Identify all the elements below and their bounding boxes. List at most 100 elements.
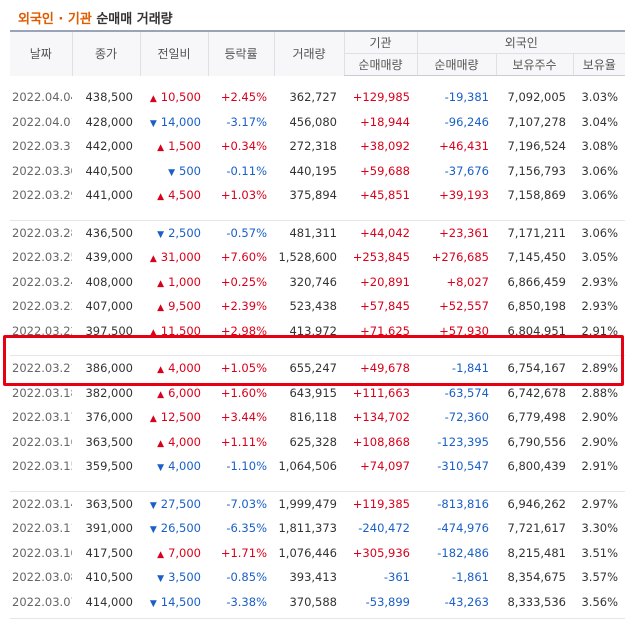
cell-volume: 655,247 xyxy=(289,361,337,376)
cell-rate: +0.34% xyxy=(220,139,267,154)
cell-date: 2022.03.10 xyxy=(12,545,72,560)
cell-close: 438,500 xyxy=(85,90,133,105)
down-arrow-icon: ▼ xyxy=(149,500,157,511)
change-value: 10,500 xyxy=(160,90,201,105)
change-value: 11,500 xyxy=(160,323,201,338)
cell-rate: +3.44% xyxy=(220,410,267,425)
cell-institution-net: +119,385 xyxy=(352,496,410,511)
title-foreign-institution: 외국인 · 기관 xyxy=(18,12,92,27)
cell-institution-net: +108,868 xyxy=(352,434,410,449)
table-row: 2022.03.23 407,000 ▲ 9,500 +2.39% 523,438 +57,… xyxy=(10,294,625,319)
change-value: 3,500 xyxy=(168,570,201,585)
cell-holding-rate: 2.93% xyxy=(581,274,619,289)
cell-change: ▼ 14,000 xyxy=(140,110,208,135)
cell-institution-net: +74,097 xyxy=(360,459,410,474)
cell-close: 441,000 xyxy=(85,188,133,203)
cell-foreign-net: +276,685 xyxy=(431,250,489,265)
change-value: 14,500 xyxy=(160,594,201,609)
cell-holding-rate: 2.88% xyxy=(581,385,619,400)
cell-holding-rate: 3.30% xyxy=(581,521,619,536)
cell-change: ▲ 1,500 xyxy=(140,134,208,159)
cell-foreign-net: -43,263 xyxy=(444,594,489,609)
header-change: 전일비 xyxy=(139,31,208,76)
header-volume: 거래량 xyxy=(273,31,344,76)
cell-date: 2022.03.17 xyxy=(12,410,72,425)
up-arrow-icon: ▲ xyxy=(157,192,165,203)
table-row: 2022.03.24 408,000 ▲ 1,000 +0.25% 320,746 +20,… xyxy=(10,270,625,295)
cell-volume: 375,894 xyxy=(289,188,337,203)
cell-change: ▼ 14,500 xyxy=(140,590,208,615)
cell-close: 376,000 xyxy=(85,410,133,425)
cell-date: 2022.03.21 xyxy=(12,361,72,376)
cell-close: 408,000 xyxy=(85,274,133,289)
cell-change: ▼ 27,500 xyxy=(140,491,208,516)
cell-close: 436,500 xyxy=(85,225,133,240)
cell-change: ▼ 26,500 xyxy=(140,516,208,541)
cell-institution-net: +253,845 xyxy=(352,250,410,265)
table-row: 2022.03.21 386,000 ▲ 4,000 +1.05% 655,247 +49,… xyxy=(10,356,625,381)
header-institution-group: 기관 xyxy=(343,31,417,54)
table-row: 2022.03.28 436,500 ▼ 2,500 -0.57% 481,311 +44,… xyxy=(10,220,625,245)
cell-rate: +1.60% xyxy=(220,385,267,400)
table-row: 2022.03.22 397,500 ▲ 11,500 +2.98% 413,972 +71… xyxy=(10,319,625,344)
cell-foreign-net: +46,431 xyxy=(439,139,489,154)
cell-change: ▲ 12,500 xyxy=(140,405,208,430)
cell-close: 410,500 xyxy=(85,570,133,585)
cell-change: ▼ 500 xyxy=(140,159,208,184)
table-row: 2022.03.11 391,000 ▼ 26,500 -6.35% 1,811,373 -… xyxy=(10,516,625,541)
down-arrow-icon: ▼ xyxy=(149,598,157,609)
group-separator xyxy=(10,343,626,356)
cell-volume: 362,727 xyxy=(289,90,337,105)
group-separator xyxy=(10,478,626,492)
cell-institution-net: -53,899 xyxy=(365,594,410,609)
cell-volume: 272,318 xyxy=(289,139,337,154)
cell-change: ▲ 4,000 xyxy=(140,356,208,381)
table-row: 2022.03.17 376,000 ▲ 12,500 +3.44% 816,118 +13… xyxy=(10,405,625,430)
cell-holding-rate: 3.03% xyxy=(581,90,619,105)
up-arrow-icon: ▲ xyxy=(149,94,157,105)
cell-institution-net: +45,851 xyxy=(360,188,410,203)
cell-rate: +2.39% xyxy=(220,299,267,314)
change-value: 14,000 xyxy=(160,114,201,129)
cell-date: 2022.03.14 xyxy=(12,496,72,511)
cell-close: 363,500 xyxy=(85,496,133,511)
cell-change: ▲ 9,500 xyxy=(140,294,208,319)
cell-volume: 413,972 xyxy=(289,323,337,338)
change-value: 2,500 xyxy=(168,225,201,240)
cell-date: 2022.03.11 xyxy=(12,521,72,536)
cell-volume: 1,064,506 xyxy=(278,459,337,474)
cell-institution-net: +134,702 xyxy=(352,410,410,425)
cell-holdings: 6,850,198 xyxy=(507,299,566,314)
change-value: 500 xyxy=(179,163,201,178)
header-close: 종가 xyxy=(71,31,140,76)
cell-close: 428,000 xyxy=(85,114,133,129)
cell-volume: 320,746 xyxy=(289,274,337,289)
change-value: 4,000 xyxy=(168,361,201,376)
cell-rate: -0.85% xyxy=(226,570,267,585)
table-row: 2022.03.18 382,000 ▲ 6,000 +1.60% 643,915 +111… xyxy=(10,381,625,406)
cell-foreign-net: -813,816 xyxy=(437,496,489,511)
header-institution-net: 순매매량 xyxy=(343,53,417,76)
cell-holdings: 8,215,481 xyxy=(507,545,566,560)
cell-change: ▲ 31,000 xyxy=(140,245,208,270)
cell-holdings: 6,946,262 xyxy=(507,496,566,511)
table-row: 2022.03.16 363,500 ▲ 4,000 +1.11% 625,328 +108… xyxy=(10,430,625,455)
cell-volume: 1,076,446 xyxy=(278,545,337,560)
cell-holding-rate: 3.51% xyxy=(581,545,619,560)
cell-rate: +7.60% xyxy=(220,250,267,265)
cell-close: 417,500 xyxy=(85,545,133,560)
cell-date: 2022.03.07 xyxy=(12,594,72,609)
cell-institution-net: +129,985 xyxy=(352,90,410,105)
cell-volume: 523,438 xyxy=(289,299,337,314)
cell-date: 2022.03.18 xyxy=(12,385,72,400)
change-value: 1,500 xyxy=(168,139,201,154)
cell-rate: -3.38% xyxy=(226,594,267,609)
cell-volume: 456,080 xyxy=(289,114,337,129)
cell-volume: 1,528,600 xyxy=(278,250,337,265)
cell-foreign-net: +8,027 xyxy=(446,274,489,289)
up-arrow-icon: ▲ xyxy=(157,549,165,560)
cell-date: 2022.03.24 xyxy=(12,274,72,289)
cell-institution-net: +57,845 xyxy=(360,299,410,314)
cell-date: 2022.04.01 xyxy=(12,114,72,129)
cell-change: ▼ 2,500 xyxy=(140,220,208,245)
